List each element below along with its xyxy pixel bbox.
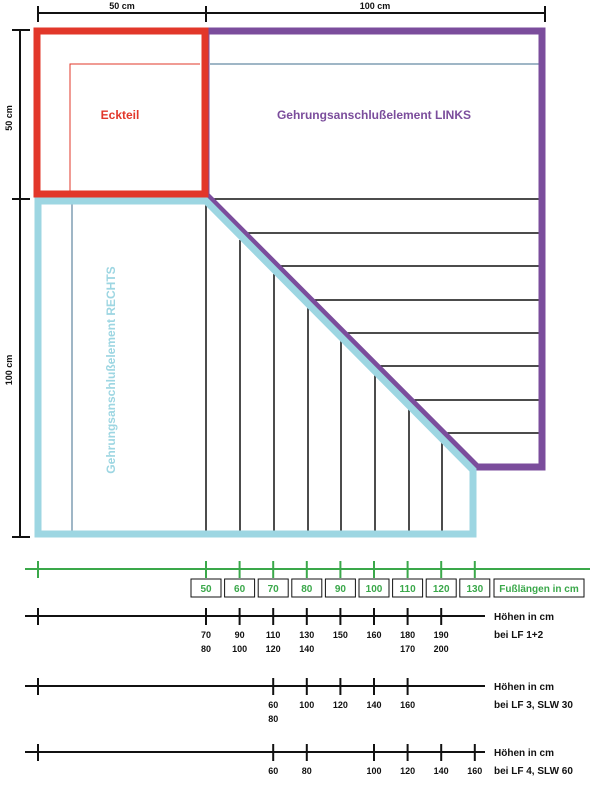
height-value: 110 [266, 630, 281, 640]
foot-length-legend: Fußlängen in cm [499, 584, 579, 595]
height-value-secondary: 140 [299, 644, 314, 654]
height-value: 160 [366, 630, 381, 640]
top-dimension: 50 cm 100 cm [37, 1, 546, 22]
height-value: 140 [434, 766, 449, 776]
panel-eckteil: Eckteil [33, 27, 209, 198]
height-row: 60 80 100 120 140 160 Höhen in cm bei LF 3, SLW… [25, 678, 573, 724]
height-value: 190 [434, 630, 449, 640]
foot-box [459, 578, 491, 598]
height-value: 80 [302, 766, 312, 776]
height-row-label: Höhen in cm [494, 748, 554, 759]
panel-rechts-label: Gehrungsanschlußelement RECHTS [104, 266, 118, 473]
height-value-secondary: 80 [201, 644, 211, 654]
height-value: 70 [201, 630, 211, 640]
foot-box [190, 578, 222, 598]
height-value: 120 [400, 766, 415, 776]
height-row: 60 80 100 120 140 160 Höhen in cm bei LF 4, SLW… [25, 744, 573, 777]
foot-box [224, 578, 256, 598]
height-value: 60 [268, 700, 278, 710]
height-value-secondary: 80 [268, 714, 278, 724]
foot-length-value: 50 [200, 584, 212, 595]
foot-box [291, 578, 323, 598]
height-row-label: Höhen in cm [494, 612, 554, 623]
height-value-secondary: 100 [232, 644, 247, 654]
height-value-secondary: 170 [400, 644, 415, 654]
side-dimension: 50 cm 100 cm [4, 29, 30, 538]
steps-vertical [205, 203, 443, 532]
height-row-label: Höhen in cm [494, 682, 554, 693]
height-rows: 70 80 90 100 110 120 130 140 150 160 180 170 190 200 H… [25, 608, 573, 777]
height-value: 100 [299, 700, 314, 710]
height-value: 130 [299, 630, 314, 640]
steps-horizontal [210, 198, 540, 434]
panel-rechts: Gehrungsanschlußelement RECHTS [34, 197, 477, 538]
foot-length-value: 90 [335, 584, 347, 595]
foot-length-scale: 50 60 70 80 90 100 110 120 130 Fußlängen in cm [25, 561, 590, 598]
dim-side-bottom: 100 cm [4, 355, 14, 386]
height-row-sublabel: bei LF 4, SLW 60 [494, 766, 573, 777]
foot-box [392, 578, 424, 598]
foot-length-value: 130 [466, 584, 483, 595]
dim-top-left: 50 cm [109, 1, 135, 11]
height-value: 60 [268, 766, 278, 776]
height-value: 150 [333, 630, 348, 640]
height-row-sublabel: bei LF 1+2 [494, 630, 544, 641]
panel-eckteil-label: Eckteil [101, 108, 140, 122]
foot-box [257, 578, 289, 598]
height-value-secondary: 200 [434, 644, 449, 654]
height-value: 100 [366, 766, 381, 776]
foot-box [425, 578, 457, 598]
height-row: 70 80 90 100 110 120 130 140 150 160 180 170 190 200 H… [25, 608, 554, 654]
height-value: 180 [400, 630, 415, 640]
panel-links-label: Gehrungsanschlußelement LINKS [277, 108, 471, 122]
foot-length-value: 110 [400, 584, 417, 595]
foot-length-value: 70 [268, 584, 280, 595]
foot-length-value: 100 [366, 584, 383, 595]
foot-length-value: 80 [301, 584, 313, 595]
foot-box [358, 578, 390, 598]
height-value: 120 [333, 700, 348, 710]
dim-side-top: 50 cm [4, 105, 14, 131]
foot-box [324, 578, 356, 598]
height-value: 160 [467, 766, 482, 776]
height-value: 140 [366, 700, 381, 710]
dim-top-right: 100 cm [360, 1, 391, 11]
foot-length-value: 60 [234, 584, 246, 595]
height-value-secondary: 120 [266, 644, 281, 654]
height-row-sublabel: bei LF 3, SLW 30 [494, 700, 573, 711]
foot-length-value: 120 [433, 584, 450, 595]
height-value: 160 [400, 700, 415, 710]
height-value: 90 [235, 630, 245, 640]
